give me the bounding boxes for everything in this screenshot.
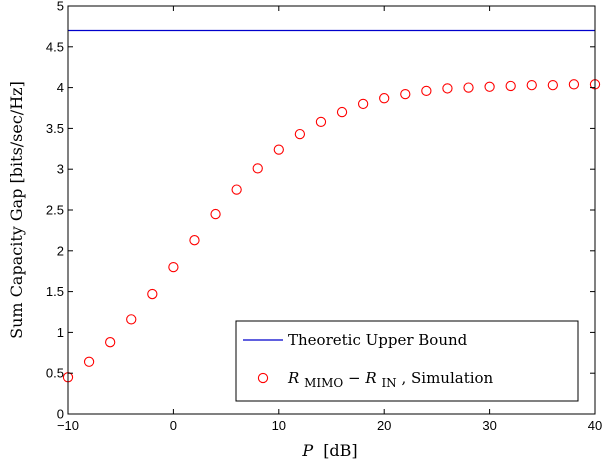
simulation-point [147, 288, 158, 300]
plot-frame [67, 5, 596, 415]
y-tick-label: 1.5 [46, 284, 64, 299]
simulation-point [83, 356, 95, 367]
simulation-point [568, 79, 580, 90]
legend-label-upper-bound: Theoretic Upper Bound [288, 331, 468, 349]
x-tick-label: 30 [482, 418, 496, 433]
simulation-point [336, 106, 348, 118]
x-tick-label: −10 [57, 418, 79, 433]
simulation-point [105, 337, 116, 348]
legend-sub-in: IN [381, 376, 396, 390]
simulation-point [526, 80, 537, 91]
y-tick-label: 2 [57, 243, 64, 258]
legend-r-in: R [364, 369, 376, 387]
simulation-point [189, 235, 200, 246]
y-tick-label: 3 [57, 162, 64, 177]
x-axis-unit: [dB] [323, 441, 357, 460]
y-tick-label: 1 [57, 325, 64, 340]
x-tick-label: 20 [377, 418, 391, 433]
y-tick-label: 4.5 [46, 39, 64, 54]
simulation-point [210, 208, 221, 220]
x-axis-label: P [dB] [301, 441, 357, 460]
y-axis-label: Sum Capacity Gap [bits/sec/Hz] [7, 81, 26, 339]
legend-tail: , Simulation [401, 369, 493, 387]
simulation-point [126, 314, 137, 325]
legend-label-simulation: R MIMO − R IN , Simulation [287, 369, 494, 391]
simulation-point [463, 82, 474, 93]
y-tick-label: 5 [57, 0, 64, 14]
simulation-point [231, 184, 242, 195]
legend-sub-mimo: MIMO [304, 376, 343, 390]
legend-box [235, 320, 579, 402]
y-tick-label: 2.5 [46, 203, 64, 218]
x-tick-label: 10 [272, 418, 286, 433]
simulation-point [421, 85, 432, 97]
simulation-point [357, 98, 369, 110]
y-tick-label: 3.5 [46, 121, 64, 136]
simulation-point [547, 80, 558, 91]
x-tick-label: 0 [170, 418, 177, 433]
simulation-point [252, 163, 263, 174]
y-tick-label: 4 [57, 80, 64, 95]
simulation-point [273, 144, 284, 155]
x-axis-variable: P [301, 441, 313, 460]
simulation-point [505, 80, 516, 92]
legend-r-mimo: R [287, 369, 299, 387]
simulation-point [315, 116, 327, 128]
simulation-point [442, 83, 453, 94]
legend: Theoretic Upper Bound R MIMO − R IN , Si… [235, 320, 579, 402]
x-tick-label: 40 [588, 418, 602, 433]
simulation-point [294, 128, 306, 140]
y-tick-label: 0 [57, 407, 64, 422]
legend-minus: − [348, 369, 365, 387]
simulation-point [168, 261, 179, 273]
simulation-point [484, 81, 495, 92]
simulation-point [379, 93, 390, 104]
y-tick-label: 0.5 [46, 366, 64, 381]
legend-marker-swatch [257, 372, 269, 384]
simulation-point [400, 88, 411, 100]
